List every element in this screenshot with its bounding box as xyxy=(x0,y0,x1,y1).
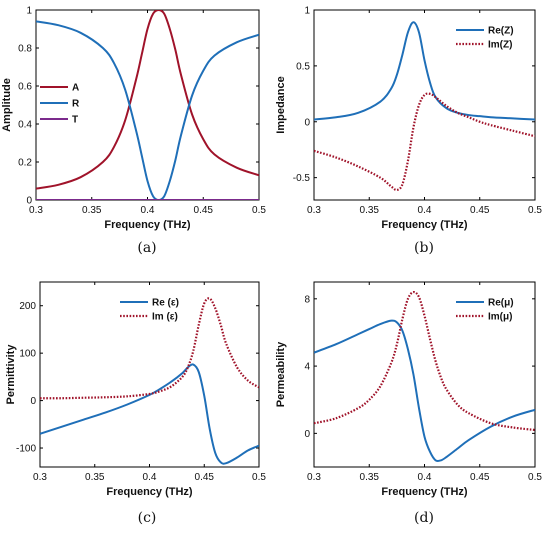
x-tick-label: 0.4 xyxy=(143,472,157,483)
x-tick-label: 0.4 xyxy=(418,205,432,216)
x-tick-label: 0.45 xyxy=(470,472,490,483)
x-tick-label: 0.5 xyxy=(252,205,266,216)
x-tick-label: 0.45 xyxy=(194,205,214,216)
x-tick-label: 0.35 xyxy=(82,205,102,216)
legend-entry: Im(μ) xyxy=(488,312,512,323)
y-tick-label: 200 xyxy=(19,301,36,312)
x-tick-label: 0.5 xyxy=(528,205,542,216)
y-axis-label: Permittivity xyxy=(5,344,17,405)
legend-entry: T xyxy=(72,115,78,126)
legend-entry: R xyxy=(72,99,80,110)
y-tick-label: 0.4 xyxy=(18,120,32,131)
x-tick-label: 0.3 xyxy=(29,205,43,216)
x-tick-label: 0.35 xyxy=(360,205,380,216)
x-tick-label: 0.45 xyxy=(195,472,215,483)
legend-entry: A xyxy=(72,83,79,94)
y-tick-label: 0 xyxy=(304,429,310,440)
x-tick-label: 0.3 xyxy=(307,205,321,216)
y-axis-label: Permeability xyxy=(275,341,287,407)
y-tick-label: 0.2 xyxy=(18,158,32,169)
panel-label: (c) xyxy=(138,510,157,526)
series-line-1 xyxy=(36,10,259,190)
x-tick-label: 0.35 xyxy=(85,472,105,483)
plot-frame xyxy=(313,9,536,201)
series-line-2 xyxy=(314,92,535,192)
series-line-1 xyxy=(314,21,535,121)
y-tick-label: 0.5 xyxy=(296,61,310,72)
y-tick-label: 0 xyxy=(304,117,310,128)
x-tick-label: 0.45 xyxy=(470,205,490,216)
y-tick-label: 0 xyxy=(26,196,32,207)
y-tick-label: -0.5 xyxy=(293,173,311,184)
x-tick-label: 0.4 xyxy=(141,205,155,216)
y-tick-label: 100 xyxy=(19,349,36,360)
chart-panel-1: 0.3 0.35 0.4 0.45 0.5 0 0.2 0.4 0.6 0.8 1 Frequency… xyxy=(1,6,266,257)
legend-entry: Re(Z) xyxy=(488,26,514,37)
y-tick-label: 1 xyxy=(26,6,32,17)
x-axis-label: Frequency (THz) xyxy=(381,219,468,231)
y-tick-label: 0.8 xyxy=(18,44,32,55)
y-tick-label: 1 xyxy=(304,6,310,17)
legend-entry: Im (ε) xyxy=(152,312,178,323)
x-axis-label: Frequency (THz) xyxy=(381,486,468,498)
plot-frame xyxy=(39,281,260,468)
legend-entry: Re (ε) xyxy=(152,298,179,309)
panel-label: (b) xyxy=(414,240,434,256)
x-tick-label: 0.35 xyxy=(360,472,380,483)
series-line-2 xyxy=(40,297,259,400)
panel-label: (d) xyxy=(414,510,434,526)
x-axis-label: Frequency (THz) xyxy=(106,486,193,498)
chart-panel-3: 0.3 0.35 0.4 0.45 0.5 -100 0 100 200 Frequency (T… xyxy=(5,281,266,526)
y-tick-label: 0 xyxy=(30,396,36,407)
y-tick-label: -100 xyxy=(16,444,36,455)
x-tick-label: 0.5 xyxy=(252,472,266,483)
y-tick-label: 8 xyxy=(304,294,310,305)
y-axis-label: Impedance xyxy=(275,76,287,133)
y-axis-label: Amplitude xyxy=(1,78,13,132)
y-tick-label: 4 xyxy=(304,362,310,373)
legend-entry: Re(μ) xyxy=(488,298,514,309)
x-tick-label: 0.3 xyxy=(33,472,47,483)
plot-frame xyxy=(35,9,260,201)
x-tick-label: 0.5 xyxy=(528,472,542,483)
series-line-2 xyxy=(36,20,259,200)
x-axis-label: Frequency (THz) xyxy=(104,219,191,231)
chart-panel-2: 0.3 0.35 0.4 0.45 0.5 -0.5 0 0.5 1 Frequency (THz… xyxy=(275,6,542,257)
series-line-1 xyxy=(314,319,535,463)
x-tick-label: 0.3 xyxy=(307,472,321,483)
x-tick-label: 0.4 xyxy=(418,472,432,483)
y-tick-label: 0.6 xyxy=(18,82,32,93)
chart-panel-4: 0.3 0.35 0.4 0.45 0.5 0 4 8 Frequency (THz) Perme… xyxy=(275,281,542,526)
legend-entry: Im(Z) xyxy=(488,40,512,51)
panel-label: (a) xyxy=(137,240,156,256)
series-line-1 xyxy=(40,363,259,465)
